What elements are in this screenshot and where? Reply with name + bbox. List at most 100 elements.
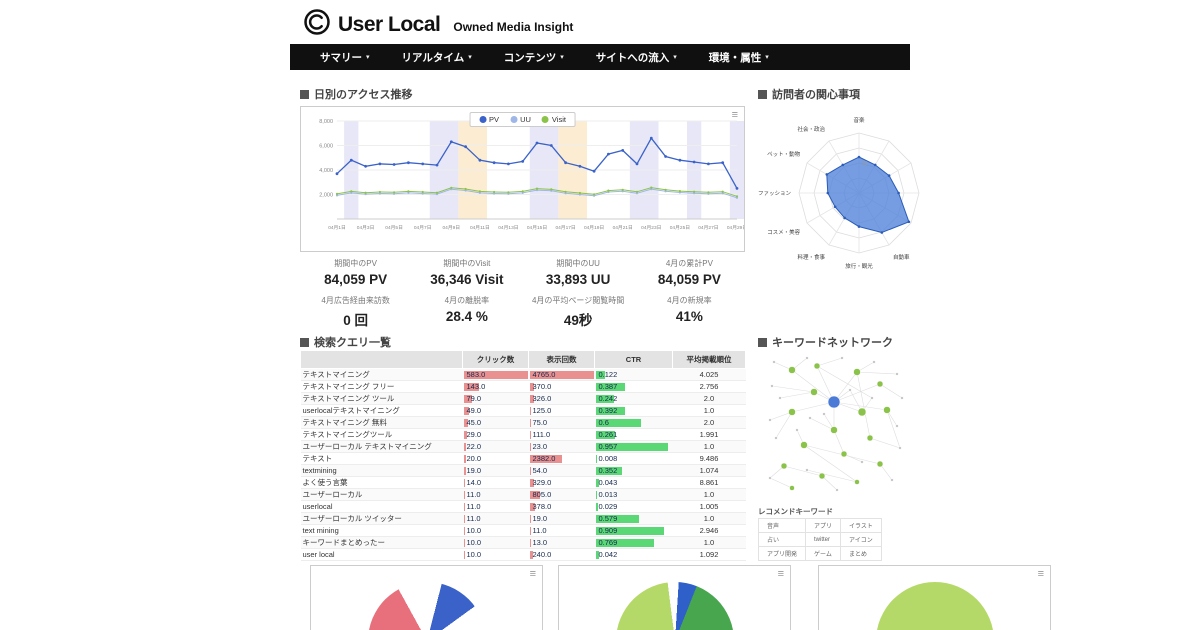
svg-text:04月25日: 04月25日 [670,225,690,231]
table-row: キーワードまとめったー 10.0 13.0 0.769 1.0 [300,536,746,549]
table-row: text mining 10.0 11.0 0.909 2.946 [300,524,746,537]
ctr-cell: 0.392 [594,404,673,417]
nav-item[interactable]: リアルタイム ▾ [386,44,488,70]
table-row: ユーザーローカル ツイッター 11.0 19.0 0.579 1.0 [300,512,746,525]
table-header-row: クリック数 表示回数 CTR 平均掲載順位 [300,350,746,369]
recommend-row: アプリ開発 ゲーム まとめ [757,546,882,561]
col-header: CTR [594,350,673,369]
pie-chart [875,582,994,630]
position-cell: 1.0 [672,404,746,417]
panel-menu-icon[interactable]: ≡ [1037,568,1044,580]
recommend-keywords-table: 音声 アプリ イラスト 占い twitter アイコン アプリ開発 ゲーム まとめ [757,518,882,561]
section-label: 日別のアクセス推移 [314,89,413,101]
impressions-cell: 19.0 [528,512,595,525]
stat-value: 84,059 PV [324,272,388,287]
nav-item[interactable]: 環境・属性 ▾ [693,44,785,70]
brand-name: User Local [338,12,441,36]
legend-item-visit[interactable]: Visit [541,115,566,124]
clicks-cell: 11.0 [462,500,529,513]
impressions-cell: 326.0 [528,392,595,405]
table-row: テキストマイニング 583.0 4765.0 0.122 4.025 [300,368,746,381]
position-cell: 1.092 [672,548,746,561]
chevron-down-icon: ▾ [673,54,677,61]
stat-label: 4月の累計PV [665,259,713,268]
panel-menu-icon[interactable]: ≡ [731,109,738,121]
interests-radar-chart: 音楽 自動車 旅行・観光 料理・食事 コスメ・美容 ファッション ペット・動物 社会・政治 50 [752,98,967,298]
stat-value: 36,346 Visit [430,272,504,287]
recommend-cell: twitter [805,532,842,547]
query-cell: テキスト [300,452,463,465]
impressions-cell: 240.0 [528,548,595,561]
clicks-cell: 45.0 [462,416,529,429]
svg-text:社会・政治: 社会・政治 [797,125,825,133]
table-row: user local 10.0 240.0 0.042 1.092 [300,548,746,561]
query-cell: userlocal [300,500,463,513]
panel-menu-icon[interactable]: ≡ [529,568,536,580]
table-row: テキストマイニング 無料 45.0 75.0 0.6 2.0 [300,416,746,429]
panel-menu-icon[interactable]: ≡ [777,568,784,580]
svg-text:04月7日: 04月7日 [414,225,432,231]
svg-text:04月9日: 04月9日 [442,225,460,231]
nav-item[interactable]: サイトへの流入 ▾ [580,44,693,70]
legend-item-uu[interactable]: UU [510,115,531,124]
svg-text:04月11日: 04月11日 [470,225,490,231]
section-bullet-icon [758,337,767,347]
query-cell: テキストマイニング 無料 [300,416,463,429]
ctr-cell: 0.122 [594,368,673,381]
daily-access-line-chart: 2,000 4,000 6,000 8,000 04月1日 04月3日 04月5日 04月7日… [301,107,747,256]
query-cell: テキストマイニング ツール [300,392,463,405]
recommend-row: 占い twitter アイコン [757,532,882,547]
section-title-interests: 訪問者の関心事項 [758,86,860,102]
svg-text:04月27日: 04月27日 [698,225,718,231]
impressions-cell: 805.0 [528,488,595,501]
position-cell: 9.486 [672,452,746,465]
impressions-cell: 329.0 [528,476,595,489]
stat-label: 4月の平均ページ閲覧時間 [531,296,625,305]
stat-label: 期間中のUU [556,259,600,268]
impressions-cell: 13.0 [528,536,595,549]
svg-text:04月1日: 04月1日 [328,225,346,231]
impressions-cell: 111.0 [528,428,595,441]
legend-label: Visit [551,115,566,124]
nav-item-label: サイトへの流入 [595,51,670,64]
section-title-search-query: 検索クエリ一覧 [300,334,391,350]
table-row: テキストマイニング フリー 143.0 370.0 0.387 2.756 [300,380,746,393]
legend-marker-icon [479,116,487,123]
nav-item[interactable]: サマリー ▾ [304,44,386,70]
svg-text:コスメ・美容: コスメ・美容 [767,228,801,236]
query-cell: テキストマイニング [300,368,463,381]
stat-label: 期間中のVisit [443,259,491,268]
nav-item-label: 環境・属性 [708,51,762,64]
recommend-cell: 音声 [757,518,807,533]
position-cell: 1.0 [672,536,746,549]
svg-text:4,000: 4,000 [319,168,333,174]
svg-text:04月21日: 04月21日 [613,225,633,231]
stat-cell: 期間中のUU 33,893 UU [523,258,634,287]
clicks-cell: 10.0 [462,524,529,537]
table-row: textmining 19.0 54.0 0.352 1.074 [300,464,746,477]
col-header: クリック数 [462,350,529,369]
recommend-cell: アプリ開発 [757,546,807,561]
recommend-row: 音声 アプリ イラスト [757,518,882,533]
legend-label: PV [489,115,500,124]
nav-item[interactable]: コンテンツ ▾ [488,44,580,70]
table-row: userlocal 11.0 378.0 0.029 1.005 [300,500,746,513]
svg-text:04月5日: 04月5日 [385,225,403,231]
nav-item-label: コンテンツ [503,51,557,64]
table-row: テキストマイニング ツール 79.0 326.0 0.242 2.0 [300,392,746,405]
ctr-cell: 0.043 [594,476,673,489]
query-cell: userlocalテキストマイニング [300,404,463,417]
chevron-down-icon: ▾ [765,54,769,61]
impressions-cell: 11.0 [528,524,595,537]
section-label: 訪問者の関心事項 [772,89,860,101]
ctr-cell: 0.387 [594,380,673,393]
pie-panel-3: ≡ [818,565,1051,630]
query-cell: text mining [300,524,463,537]
stat-value: 33,893 UU [545,272,611,287]
search-query-table: クリック数 表示回数 CTR 平均掲載順位 テキストマイニング 583.0 4765.0 0.… [300,350,746,561]
section-label: キーワードネットワーク [772,337,893,349]
clicks-cell: 29.0 [462,428,529,441]
stat-label: 期間中のPV [334,259,377,268]
legend-item-pv[interactable]: PV [479,115,499,124]
col-header: 表示回数 [528,350,595,369]
